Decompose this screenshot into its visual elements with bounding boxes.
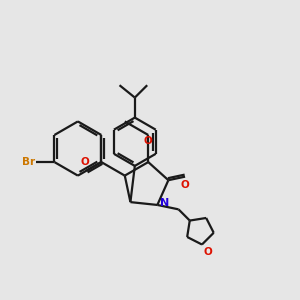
Text: O: O xyxy=(181,180,190,190)
Text: Br: Br xyxy=(22,157,35,167)
Text: O: O xyxy=(81,157,89,167)
Text: N: N xyxy=(160,199,169,208)
Text: O: O xyxy=(203,247,212,257)
Text: O: O xyxy=(144,136,153,146)
